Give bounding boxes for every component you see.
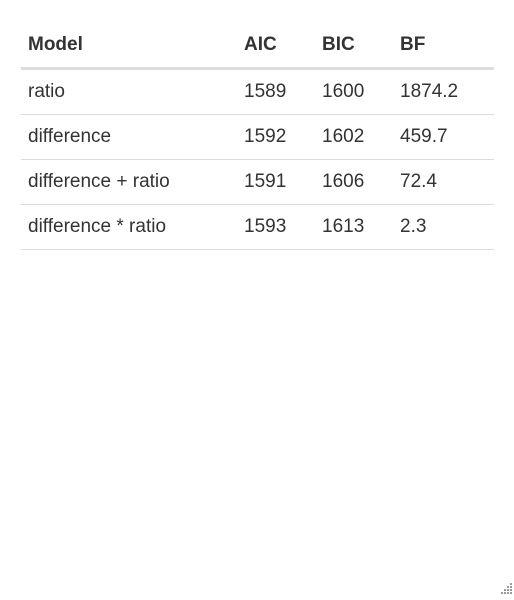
- table-row: ratio 1589 1600 1874.2: [21, 68, 494, 115]
- cell-bic: 1600: [315, 68, 393, 115]
- cell-model: ratio: [21, 68, 237, 115]
- header-model: Model: [21, 22, 237, 70]
- cell-aic: 1593: [237, 204, 315, 250]
- table-row: difference + ratio 1591 1606 72.4: [21, 159, 494, 205]
- resize-grip-icon[interactable]: [499, 581, 513, 595]
- cell-bic: 1606: [315, 159, 393, 205]
- header-bic: BIC: [315, 22, 393, 70]
- cell-model: difference + ratio: [21, 159, 237, 205]
- cell-bf: 2.3: [393, 204, 494, 250]
- table-header-row: Model AIC BIC BF: [21, 22, 494, 70]
- cell-aic: 1592: [237, 114, 315, 160]
- cell-model: difference: [21, 114, 237, 160]
- resize-grip-svg: [501, 583, 512, 594]
- cell-model: difference * ratio: [21, 204, 237, 250]
- cell-bf: 72.4: [393, 159, 494, 205]
- cell-bf: 1874.2: [393, 68, 494, 115]
- header-bf: BF: [393, 22, 494, 70]
- cell-bic: 1602: [315, 114, 393, 160]
- cell-aic: 1591: [237, 159, 315, 205]
- table-row: difference * ratio 1593 1613 2.3: [21, 204, 494, 250]
- header-aic: AIC: [237, 22, 315, 70]
- cell-bic: 1613: [315, 204, 393, 250]
- cell-aic: 1589: [237, 68, 315, 115]
- cell-bf: 459.7: [393, 114, 494, 160]
- table-row: difference 1592 1602 459.7: [21, 114, 494, 160]
- model-comparison-table: Model AIC BIC BF ratio 1589 1600 1874.2 …: [21, 22, 494, 250]
- model-comparison-table-container: Model AIC BIC BF ratio 1589 1600 1874.2 …: [21, 22, 494, 250]
